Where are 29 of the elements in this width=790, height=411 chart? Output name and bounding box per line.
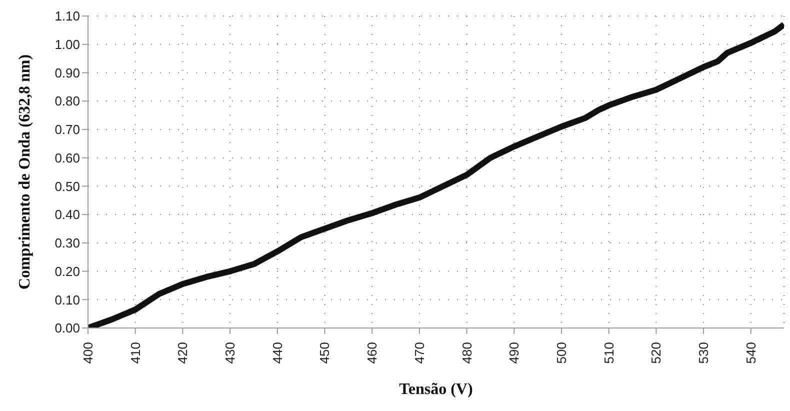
x-tick-label: 500	[554, 342, 569, 364]
x-tick-label: 430	[222, 342, 238, 364]
x-tick-label: 510	[601, 342, 616, 364]
x-tick-label: 460	[364, 342, 380, 364]
x-tick-label: 520	[648, 342, 664, 364]
y-tick-label: 0.10	[54, 292, 80, 308]
y-tick-label: 0.20	[54, 264, 80, 279]
x-axis-title: Tensão (V)	[399, 381, 473, 398]
y-tick-label: 1.00	[54, 36, 80, 52]
y-tick-label: 0.60	[54, 150, 80, 166]
y-tick-label: 0.30	[54, 236, 80, 251]
x-tick-label: 530	[696, 342, 712, 364]
y-tick-label: 0.70	[54, 122, 80, 138]
x-tick-label: 420	[175, 342, 190, 364]
x-tick-label: 410	[128, 342, 143, 364]
x-tick-label: 480	[459, 342, 474, 364]
x-tick-label: 400	[80, 342, 96, 364]
y-tick-label: 0.50	[54, 178, 80, 194]
y-tick-label: 1.10	[54, 8, 80, 24]
y-tick-label: 0.90	[54, 65, 80, 80]
x-tick-label: 490	[506, 342, 522, 364]
x-tick-label: 450	[317, 342, 332, 364]
y-tick-label: 0.00	[54, 320, 80, 336]
x-tick-label: 440	[270, 342, 285, 364]
y-axis-title: Comprimento de Onda (632,8 nm)	[16, 54, 34, 290]
y-tick-label: 0.40	[54, 207, 80, 222]
x-tick-label: 470	[412, 342, 427, 364]
y-tick-label: 0.80	[54, 94, 80, 109]
x-tick-label: 540	[743, 342, 758, 364]
